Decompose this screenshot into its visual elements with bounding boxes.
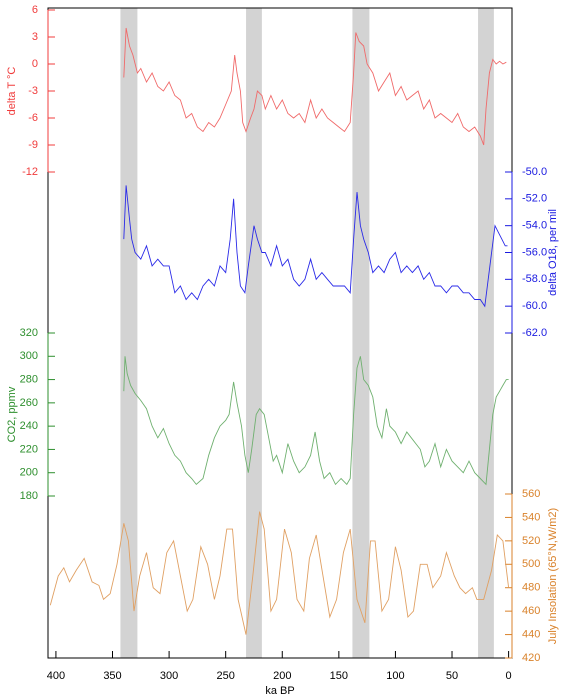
x-tick-label: 150 (330, 670, 348, 682)
y-tick-label: 420 (522, 652, 540, 664)
y-tick-label: -3 (28, 85, 38, 97)
x-tick-label: 50 (446, 670, 458, 682)
data-line (49, 511, 510, 635)
y-tick-label: -52.0 (522, 193, 547, 205)
data-line (123, 27, 507, 146)
data-line (123, 185, 508, 308)
x-tick-label: 250 (216, 670, 234, 682)
y-tick-label: 6 (32, 4, 38, 16)
shaded-band (246, 8, 262, 658)
y-axis-label: delta T °C (6, 67, 18, 116)
y-tick-label: 520 (522, 535, 540, 547)
x-tick-label: 300 (160, 670, 178, 682)
y-tick-label: 500 (522, 558, 540, 570)
x-tick-label: 350 (103, 670, 121, 682)
y-tick-label: -6 (28, 112, 38, 124)
y-tick-label: -12 (22, 166, 38, 178)
y-axis-label: July Insolation (65°N,W/m2) (547, 508, 559, 644)
y-axis-label: delta O18, per mil (547, 209, 559, 296)
y-tick-label: 180 (20, 490, 38, 502)
y-tick-label: 200 (20, 467, 38, 479)
y-tick-label: -9 (28, 139, 38, 151)
x-tick-label: 400 (47, 670, 65, 682)
y-tick-label: -54.0 (522, 220, 547, 232)
y-tick-label: 280 (20, 373, 38, 385)
y-tick-label: -60.0 (522, 300, 547, 312)
y-axis-label: CO2, ppmv (6, 386, 18, 442)
y-tick-label: 0 (32, 58, 38, 70)
y-tick-label: 460 (522, 605, 540, 617)
y-tick-label: -62.0 (522, 327, 547, 339)
shaded-band (352, 8, 370, 658)
x-tick-label: 100 (386, 670, 404, 682)
y-tick-label: 540 (522, 511, 540, 523)
data-line (123, 356, 509, 486)
y-tick-label: 480 (522, 582, 540, 594)
shaded-band (478, 8, 494, 658)
y-tick-label: 320 (20, 327, 38, 339)
x-tick-label: 0 (506, 670, 512, 682)
y-tick-label: 440 (522, 628, 540, 640)
y-tick-label: -56.0 (522, 246, 547, 258)
y-tick-label: -58.0 (522, 273, 547, 285)
y-tick-label: 560 (522, 488, 540, 500)
y-tick-label: 260 (20, 397, 38, 409)
y-tick-label: 3 (32, 31, 38, 43)
y-tick-label: -50.0 (522, 166, 547, 178)
y-tick-label: 220 (20, 443, 38, 455)
x-axis-label: ka BP (265, 685, 294, 697)
shaded-band (120, 8, 138, 658)
y-tick-label: 240 (20, 420, 38, 432)
x-tick-label: 200 (273, 670, 291, 682)
y-tick-label: 300 (20, 350, 38, 362)
